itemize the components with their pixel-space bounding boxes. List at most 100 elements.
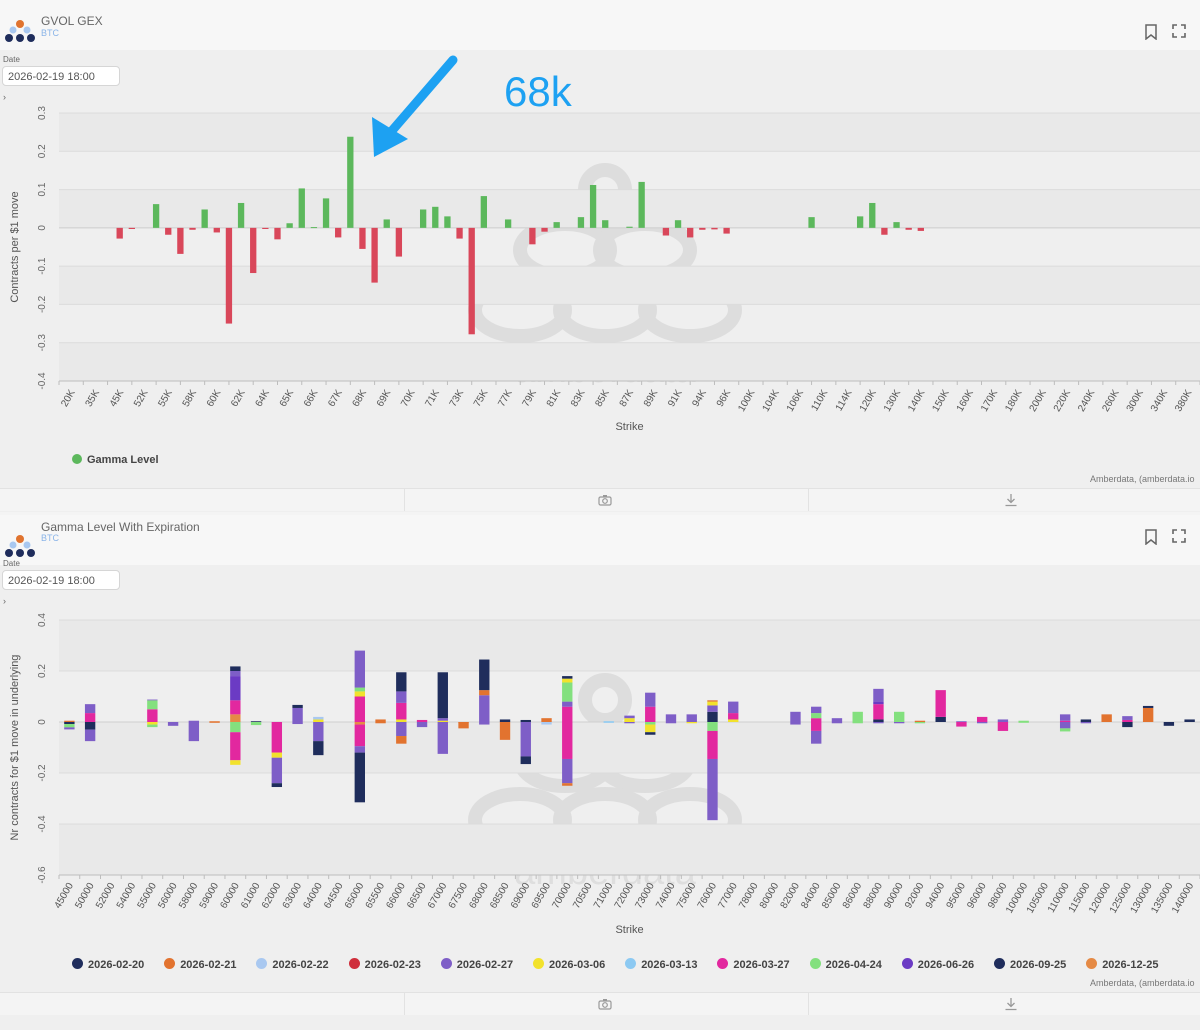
stack-segment xyxy=(645,706,656,722)
x-tick-label: 130K xyxy=(882,388,903,414)
date-input[interactable]: 2026-02-19 18:00 xyxy=(2,570,120,590)
expand-icon[interactable] xyxy=(1172,24,1186,38)
bookmark-icon[interactable] xyxy=(1144,24,1158,40)
gamma-bar xyxy=(116,227,123,239)
grid-band xyxy=(59,342,1200,381)
legend-gamma-level[interactable]: Gamma Level xyxy=(72,454,159,466)
legend-item[interactable]: 2026-12-25 xyxy=(1086,958,1158,971)
legend-item[interactable]: 2026-04-24 xyxy=(809,958,882,971)
stack-segment xyxy=(354,752,365,803)
legend-item[interactable]: 2026-02-20 xyxy=(72,958,144,971)
gamma-bar xyxy=(662,227,670,236)
credit-text: Amberdata, (amberdata.io xyxy=(1090,474,1195,484)
expand-chevron-icon[interactable]: › xyxy=(3,92,6,102)
x-tick-label: 85000 xyxy=(820,881,844,911)
legend-dot xyxy=(256,958,268,969)
legend-dot xyxy=(809,958,821,969)
x-tick-label: 35K xyxy=(84,388,103,409)
x-tick-label: 78000 xyxy=(737,881,761,911)
legend-dot xyxy=(72,454,82,464)
legend-label: 2026-02-22 xyxy=(272,959,329,971)
gamma-bar xyxy=(310,227,318,229)
stack-segment xyxy=(1059,714,1071,721)
legend-item[interactable]: 2026-02-21 xyxy=(164,958,236,971)
date-input[interactable]: 2026-02-19 18:00 xyxy=(2,66,120,86)
stack-segment xyxy=(375,719,386,722)
stack-segment xyxy=(520,719,531,722)
y-tick-label: 0 xyxy=(37,719,48,725)
legend-label: 2026-12-25 xyxy=(1102,959,1159,971)
expand-chevron-icon[interactable]: › xyxy=(3,596,6,606)
bookmark-icon[interactable] xyxy=(1144,529,1158,545)
legend-label: 2026-09-25 xyxy=(1010,959,1067,971)
stack-segment xyxy=(1142,707,1154,722)
gamma-bar xyxy=(213,227,220,233)
panel-footer xyxy=(0,488,1200,511)
stack-segment xyxy=(209,721,220,723)
stack-segment xyxy=(811,718,822,722)
gamma-bar xyxy=(626,226,633,228)
download-icon[interactable] xyxy=(1004,493,1018,507)
y-tick-label: -0.4 xyxy=(37,815,48,833)
x-tick-label: 220K xyxy=(1052,388,1073,414)
legend-item[interactable]: 2026-03-06 xyxy=(533,958,605,971)
stack-segment xyxy=(271,752,283,758)
legend-item[interactable]: 2026-02-22 xyxy=(256,958,329,971)
x-tick-label: 70K xyxy=(399,388,418,409)
stack-segment xyxy=(811,706,822,714)
stack-segment xyxy=(437,718,448,721)
legend-dot xyxy=(164,958,176,969)
stack-segment xyxy=(84,729,96,742)
grid-band xyxy=(59,722,1200,773)
gamma-bar xyxy=(189,227,196,230)
x-tick-label: 75K xyxy=(472,388,491,409)
gamma-bar xyxy=(881,227,888,235)
x-tick-label: 160K xyxy=(955,388,976,414)
legend-dot xyxy=(994,958,1005,969)
footer-divider xyxy=(404,993,405,1015)
legend-item[interactable]: 2026-03-27 xyxy=(717,958,790,971)
legend-item[interactable]: 2026-09-25 xyxy=(994,958,1066,971)
logo-icon xyxy=(5,20,35,42)
annotation-label: 68k xyxy=(504,68,572,115)
legend-item[interactable]: 2026-02-27 xyxy=(440,958,513,971)
stack-segment xyxy=(396,702,407,720)
stack-segment xyxy=(479,690,490,696)
x-tick-label: 64K xyxy=(254,388,273,409)
stack-segment xyxy=(437,720,448,722)
x-tick-label: 82000 xyxy=(779,881,803,911)
stack-segment xyxy=(1142,705,1154,708)
camera-icon[interactable] xyxy=(598,493,612,507)
x-tick-label: 86000 xyxy=(841,881,865,911)
legend-item[interactable]: 2026-02-23 xyxy=(348,958,421,971)
stack-segment xyxy=(686,722,697,724)
x-tick-label: 340K xyxy=(1149,388,1170,414)
gamma-bar xyxy=(808,217,815,228)
x-tick-label: 94K xyxy=(691,388,710,409)
legend-item[interactable]: 2026-03-13 xyxy=(625,958,697,971)
x-tick-label: 62K xyxy=(229,388,248,409)
x-tick-label: 96K xyxy=(715,388,734,409)
gamma-bar xyxy=(504,219,512,228)
camera-icon[interactable] xyxy=(598,997,612,1011)
stack-segment xyxy=(562,758,573,784)
expand-icon[interactable] xyxy=(1172,529,1186,543)
y-tick-label: 0.2 xyxy=(37,144,48,158)
download-icon[interactable] xyxy=(1004,997,1018,1011)
arrow-annotation-icon xyxy=(372,55,458,157)
x-tick-label: 77000 xyxy=(716,881,740,911)
legend-dot xyxy=(625,958,637,969)
y-tick-label: -0.6 xyxy=(37,866,48,884)
y-axis-title: Nr contracts for $1 move in underlying xyxy=(9,655,21,841)
gamma-bar xyxy=(432,206,439,228)
stack-segment xyxy=(313,719,324,722)
stack-segment xyxy=(873,722,884,724)
stack-segment xyxy=(686,714,697,722)
stack-segment xyxy=(665,722,677,724)
stack-segment xyxy=(396,672,407,692)
legend-item[interactable]: 2026-06-26 xyxy=(901,958,974,971)
stack-segment xyxy=(292,722,303,725)
stack-segment xyxy=(873,701,884,705)
x-tick-label: 72000 xyxy=(613,881,637,911)
stack-segment xyxy=(1059,728,1071,732)
